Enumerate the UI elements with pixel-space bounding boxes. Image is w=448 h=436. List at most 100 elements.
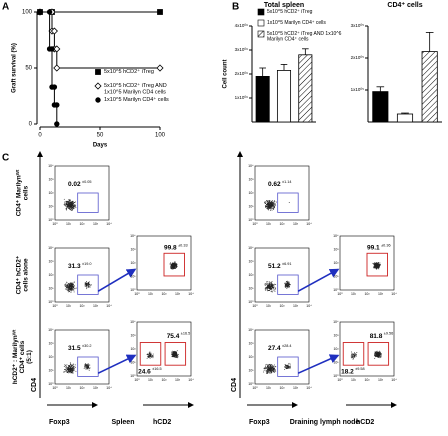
legend-label: 1x10^5 Marilyn CD4⁺ cells	[267, 20, 326, 26]
event-dot	[274, 371, 276, 373]
x-tick-label: 10⁴	[306, 304, 312, 308]
event-dot	[89, 286, 91, 288]
x-tick-label: 10³	[378, 378, 384, 382]
legend-label: 5x10^5 hCD2⁺ iTreg	[267, 9, 313, 15]
event-dot	[269, 286, 270, 288]
event-dot	[269, 204, 271, 205]
event-dot	[273, 203, 275, 205]
event-dot	[66, 364, 68, 366]
y-tick-label: 10⁰	[48, 382, 54, 386]
y-tick-label: 1x10⁰⁵	[351, 87, 365, 92]
event-dot	[68, 288, 70, 290]
event-dot	[67, 290, 69, 291]
event-dot	[65, 203, 67, 205]
event-dot	[272, 205, 274, 207]
event-dot	[63, 371, 65, 373]
event-dot	[380, 355, 382, 357]
y-tick-label: 10²	[48, 355, 54, 359]
event-dot	[263, 367, 265, 369]
event-dot	[75, 206, 77, 208]
tissue-label: Spleen	[112, 419, 135, 426]
event-dot	[275, 366, 277, 368]
event-dot	[68, 207, 70, 209]
event-dot	[151, 354, 153, 356]
event-dot	[273, 367, 275, 369]
event-dot	[374, 352, 376, 354]
event-dot	[83, 367, 85, 369]
event-dot	[351, 355, 353, 357]
event-dot	[377, 356, 379, 358]
y-tick-label: 3x10⁰⁶	[235, 47, 249, 52]
event-dot	[66, 209, 68, 211]
y-tick-label: 10³	[48, 259, 54, 263]
event-dot	[377, 266, 379, 268]
event-dot	[284, 369, 286, 371]
event-dot	[72, 206, 74, 208]
event-dot	[266, 289, 268, 290]
chart-title: CD4⁺ cells	[387, 2, 422, 9]
event-dot	[70, 283, 72, 285]
event-dot	[71, 202, 73, 203]
event-dot	[65, 285, 66, 287]
event-dot	[70, 370, 72, 372]
event-dot	[150, 354, 152, 356]
event-dot	[67, 205, 69, 207]
event-dot	[376, 266, 378, 267]
event-dot	[271, 206, 273, 208]
y-tick-label: 50	[25, 66, 32, 72]
event-dot	[170, 266, 171, 268]
event-dot	[71, 202, 72, 204]
event-dot	[174, 262, 176, 264]
event-dot	[177, 357, 178, 359]
event-dot	[275, 204, 277, 206]
event-dot	[147, 354, 149, 356]
event-dot	[273, 364, 275, 366]
event-dot	[273, 366, 275, 368]
event-dot	[70, 284, 72, 286]
event-dot	[265, 287, 267, 289]
event-dot	[274, 369, 276, 371]
x-tick-label: 10⁴	[106, 304, 112, 308]
event-dot	[379, 352, 381, 354]
event-dot	[175, 357, 177, 358]
event-dot	[87, 368, 89, 370]
bar	[421, 51, 438, 123]
event-dot	[265, 363, 267, 365]
event-dot	[65, 201, 67, 203]
event-dot	[84, 363, 86, 365]
row-label-line: hCD2⁺ : Marilynᵂᵗ	[12, 329, 19, 384]
y-tick-label: 10¹	[48, 368, 54, 372]
event-dot	[378, 351, 380, 353]
event-dot	[268, 206, 270, 208]
event-dot	[72, 370, 73, 372]
event-dot	[149, 351, 151, 353]
event-dot	[356, 352, 358, 353]
event-dot	[271, 209, 273, 211]
event-dot	[88, 365, 90, 367]
event-dot	[172, 267, 174, 269]
event-dot	[266, 366, 268, 368]
marker	[46, 9, 53, 15]
event-dot	[75, 201, 76, 203]
event-dot	[69, 204, 71, 206]
event-dot	[72, 372, 74, 374]
x-tick-label: 10²	[279, 222, 285, 226]
event-dot	[356, 353, 357, 355]
event-dot	[89, 368, 91, 370]
event-dot	[65, 364, 67, 366]
y-tick-label: 3x10⁰⁵	[351, 23, 365, 28]
event-dot	[177, 354, 179, 356]
event-dot	[352, 358, 354, 360]
event-dot	[69, 287, 71, 289]
event-dot	[71, 365, 73, 367]
event-dot	[373, 262, 375, 264]
gate-error: ±9.58	[355, 367, 364, 371]
event-dot	[375, 266, 377, 268]
x-tick-label: 10²	[279, 304, 285, 308]
event-dot	[71, 206, 73, 208]
event-dot	[267, 206, 269, 208]
event-dot	[175, 264, 177, 266]
event-dot	[274, 370, 275, 372]
event-dot	[267, 290, 269, 291]
